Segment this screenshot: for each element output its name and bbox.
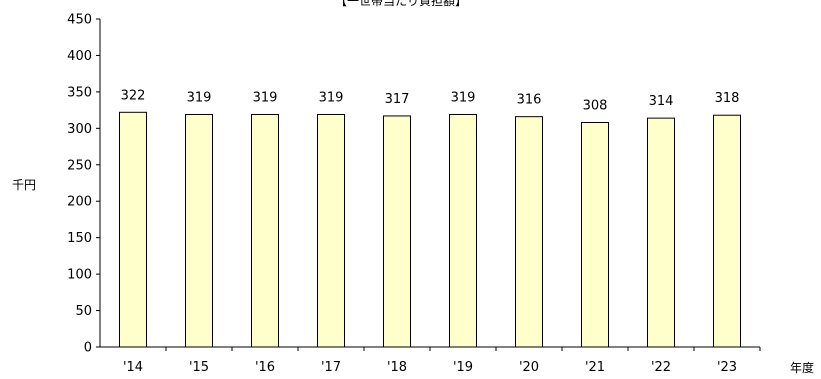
y-tick-label-3: 150 [67,231,92,246]
bar-1 [185,113,213,348]
y-tick-label-0: 0 [84,341,92,356]
bar-value-label-7: 308 [583,99,608,114]
x-tick-label-9: '23 [717,360,737,375]
y-tick-label-1: 50 [75,304,92,319]
y-tick-label-4: 200 [67,195,92,210]
x-axis-ticks: '14 '15 '16 '17 '18 '19 '20 '21 '22 '23 [123,347,761,375]
y-tick-label-2: 100 [67,268,92,283]
bar-value-label-8: 314 [649,94,674,109]
bar-value-label-0: 322 [121,88,146,103]
y-tick-label-8: 400 [67,49,92,64]
bar-value-label-4: 317 [385,92,410,107]
bar-value-label-1: 319 [187,90,212,105]
chart-title: 【一世帯当たり負担額】 [335,0,467,8]
x-tick-label-0: '14 [123,360,143,375]
x-tick-label-1: '15 [189,360,209,375]
y-axis-unit-label: 千円 [12,178,36,192]
y-axis-ticks: 0 50 100 150 200 250 300 350 400 450 [67,13,100,356]
bar-6 [515,116,543,348]
x-tick-label-4: '18 [387,360,407,375]
bar-value-label-6: 316 [517,93,542,108]
bar-value-label-2: 319 [253,90,278,105]
x-tick-label-8: '22 [651,360,671,375]
bar-3 [317,113,345,348]
bar-value-label-5: 319 [451,90,476,105]
y-tick-label-6: 300 [67,122,92,137]
bar-value-label-9: 318 [715,91,740,106]
bar-9 [713,114,741,348]
x-tick-label-6: '20 [519,360,539,375]
bar-0 [119,111,147,348]
x-tick-label-5: '19 [453,360,473,375]
bar-7 [581,122,609,348]
x-tick-label-3: '17 [321,360,341,375]
x-axis-unit-label: 年度 [790,360,814,375]
y-tick-label-9: 450 [67,13,92,28]
bar-8 [647,117,675,348]
x-tick-label-2: '16 [255,360,275,375]
bar-4 [383,115,411,348]
bar-5 [449,113,477,348]
bar-value-label-3: 319 [319,90,344,105]
y-tick-label-7: 350 [67,85,92,100]
bars-group: 322 319 319 319 317 319 316 308 314 318 [119,88,741,348]
y-tick-label-5: 250 [67,158,92,173]
x-tick-label-7: '21 [585,360,605,375]
bar-2 [251,113,279,348]
